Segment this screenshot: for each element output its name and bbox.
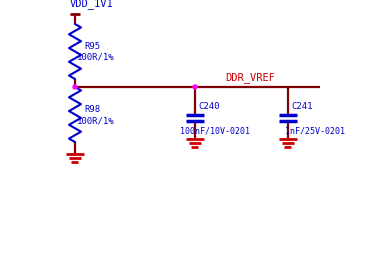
- Circle shape: [73, 85, 77, 89]
- Text: 100R/1%: 100R/1%: [77, 53, 115, 62]
- Text: DDR_VREF: DDR_VREF: [225, 72, 275, 83]
- Text: R95: R95: [84, 42, 100, 51]
- Text: 100nF/10V-0201: 100nF/10V-0201: [180, 127, 250, 136]
- Text: VDD_1V1: VDD_1V1: [70, 0, 114, 9]
- Text: R98: R98: [84, 105, 100, 114]
- Text: C241: C241: [291, 102, 312, 111]
- Text: C240: C240: [198, 102, 219, 111]
- Text: 1nF/25V-0201: 1nF/25V-0201: [285, 127, 345, 136]
- Circle shape: [193, 85, 197, 89]
- Text: 100R/1%: 100R/1%: [77, 116, 115, 125]
